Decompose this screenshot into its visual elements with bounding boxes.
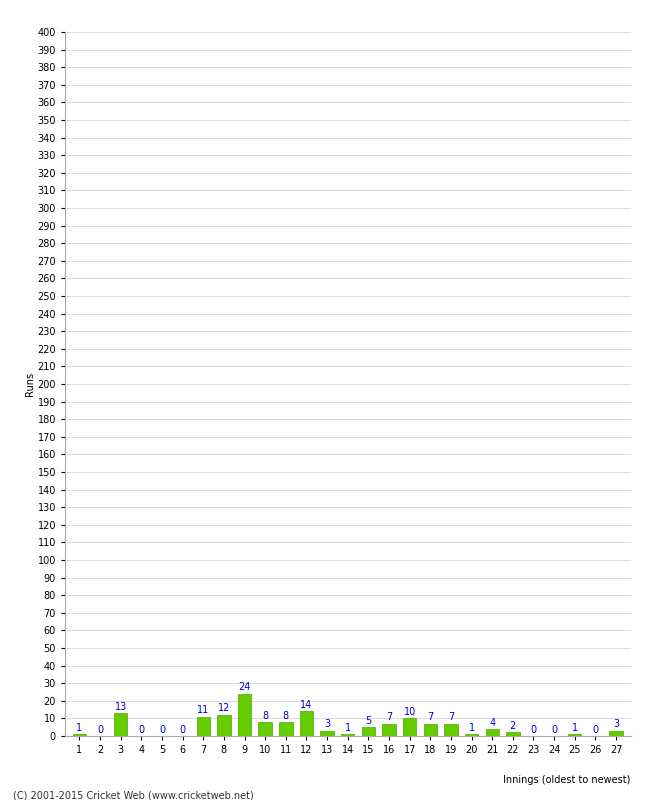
Bar — [341, 734, 354, 736]
Text: 12: 12 — [218, 703, 230, 714]
Text: 11: 11 — [197, 706, 209, 715]
Text: 0: 0 — [97, 725, 103, 734]
Text: Innings (oldest to newest): Innings (oldest to newest) — [503, 774, 630, 785]
Text: 5: 5 — [365, 716, 372, 726]
Text: 0: 0 — [138, 725, 144, 734]
Bar — [217, 715, 231, 736]
Text: 8: 8 — [262, 710, 268, 721]
Bar — [382, 724, 396, 736]
Text: 1: 1 — [344, 723, 351, 733]
Text: 24: 24 — [239, 682, 251, 692]
Text: 0: 0 — [159, 725, 165, 734]
Text: 7: 7 — [427, 712, 434, 722]
Bar — [320, 730, 334, 736]
Bar — [486, 729, 499, 736]
Bar — [403, 718, 417, 736]
Bar — [300, 711, 313, 736]
Bar — [361, 727, 375, 736]
Bar — [506, 733, 519, 736]
Text: 1: 1 — [572, 723, 578, 733]
Bar — [568, 734, 582, 736]
Bar — [444, 724, 458, 736]
Text: 0: 0 — [551, 725, 557, 734]
Text: 3: 3 — [324, 719, 330, 730]
Text: 8: 8 — [283, 710, 289, 721]
Bar — [114, 713, 127, 736]
Text: 1: 1 — [77, 723, 83, 733]
Bar — [609, 730, 623, 736]
Bar — [279, 722, 293, 736]
Text: 7: 7 — [448, 712, 454, 722]
Text: 7: 7 — [386, 712, 392, 722]
Bar — [259, 722, 272, 736]
Bar — [465, 734, 478, 736]
Text: 13: 13 — [114, 702, 127, 712]
Bar — [196, 717, 210, 736]
Text: 0: 0 — [530, 725, 536, 734]
Text: 0: 0 — [179, 725, 186, 734]
Text: 10: 10 — [404, 707, 416, 717]
Text: 1: 1 — [469, 723, 474, 733]
Text: 2: 2 — [510, 721, 516, 731]
Bar — [424, 724, 437, 736]
Bar — [238, 694, 252, 736]
Text: (C) 2001-2015 Cricket Web (www.cricketweb.net): (C) 2001-2015 Cricket Web (www.cricketwe… — [13, 790, 254, 800]
Text: 4: 4 — [489, 718, 495, 727]
Text: 3: 3 — [613, 719, 619, 730]
Text: 0: 0 — [592, 725, 599, 734]
Text: 14: 14 — [300, 700, 313, 710]
Bar — [73, 734, 86, 736]
Y-axis label: Runs: Runs — [25, 372, 34, 396]
